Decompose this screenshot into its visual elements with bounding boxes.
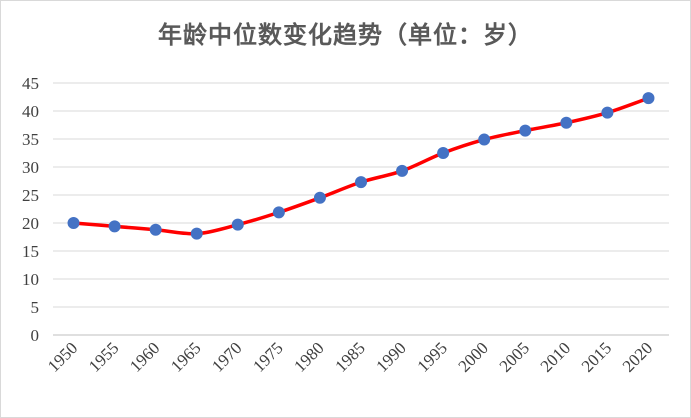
data-point — [313, 191, 326, 204]
x-tick-label: 1980 — [290, 338, 327, 375]
data-point — [560, 116, 573, 129]
x-tick-label: 2010 — [537, 338, 574, 375]
gridlines — [53, 82, 669, 336]
y-tick-label: 15 — [22, 242, 39, 261]
data-point — [478, 133, 491, 146]
x-tick-label: 1985 — [331, 338, 368, 375]
x-tick-label: 2005 — [496, 338, 533, 375]
data-point — [108, 220, 121, 233]
x-tick-label: 1955 — [85, 338, 122, 375]
x-tick-label: 1995 — [413, 338, 450, 375]
x-tick-label: 1950 — [44, 338, 81, 375]
y-tick-label: 45 — [22, 74, 39, 93]
y-tick-label: 0 — [31, 326, 40, 345]
data-point — [519, 124, 532, 137]
data-point — [355, 176, 367, 189]
x-tick-label: 1960 — [126, 338, 163, 375]
data-point — [642, 92, 655, 105]
x-tick-label: 2020 — [619, 338, 656, 375]
data-point — [67, 217, 80, 229]
y-axis-tick-labels: 0 5 10 15 20 25 30 35 40 45 — [22, 74, 39, 345]
y-tick-label: 25 — [22, 186, 39, 205]
series-markers — [67, 92, 655, 240]
data-point — [396, 164, 409, 177]
data-point — [231, 218, 244, 231]
y-tick-label: 30 — [22, 158, 39, 177]
y-tick-label: 40 — [22, 102, 39, 121]
x-tick-label: 1970 — [208, 338, 245, 375]
x-tick-label: 1965 — [167, 338, 204, 375]
data-point — [437, 147, 450, 159]
y-tick-label: 20 — [22, 214, 39, 233]
y-tick-label: 35 — [22, 130, 39, 149]
y-tick-label: 10 — [22, 270, 39, 289]
x-axis-tick-labels: 1950 1955 1960 1965 1970 1975 1980 1985 1990 1995… — [44, 338, 656, 375]
y-tick-label: 5 — [31, 298, 40, 317]
x-tick-label: 1990 — [372, 338, 409, 375]
data-point — [149, 223, 162, 236]
data-point — [190, 227, 203, 240]
x-tick-label: 2015 — [578, 338, 615, 375]
chart-title: 年龄中位数变化趋势（单位：岁） — [158, 21, 533, 49]
x-tick-label: 1975 — [249, 338, 286, 375]
data-point — [272, 206, 285, 219]
x-tick-label: 2000 — [455, 338, 492, 375]
data-point — [601, 106, 614, 119]
